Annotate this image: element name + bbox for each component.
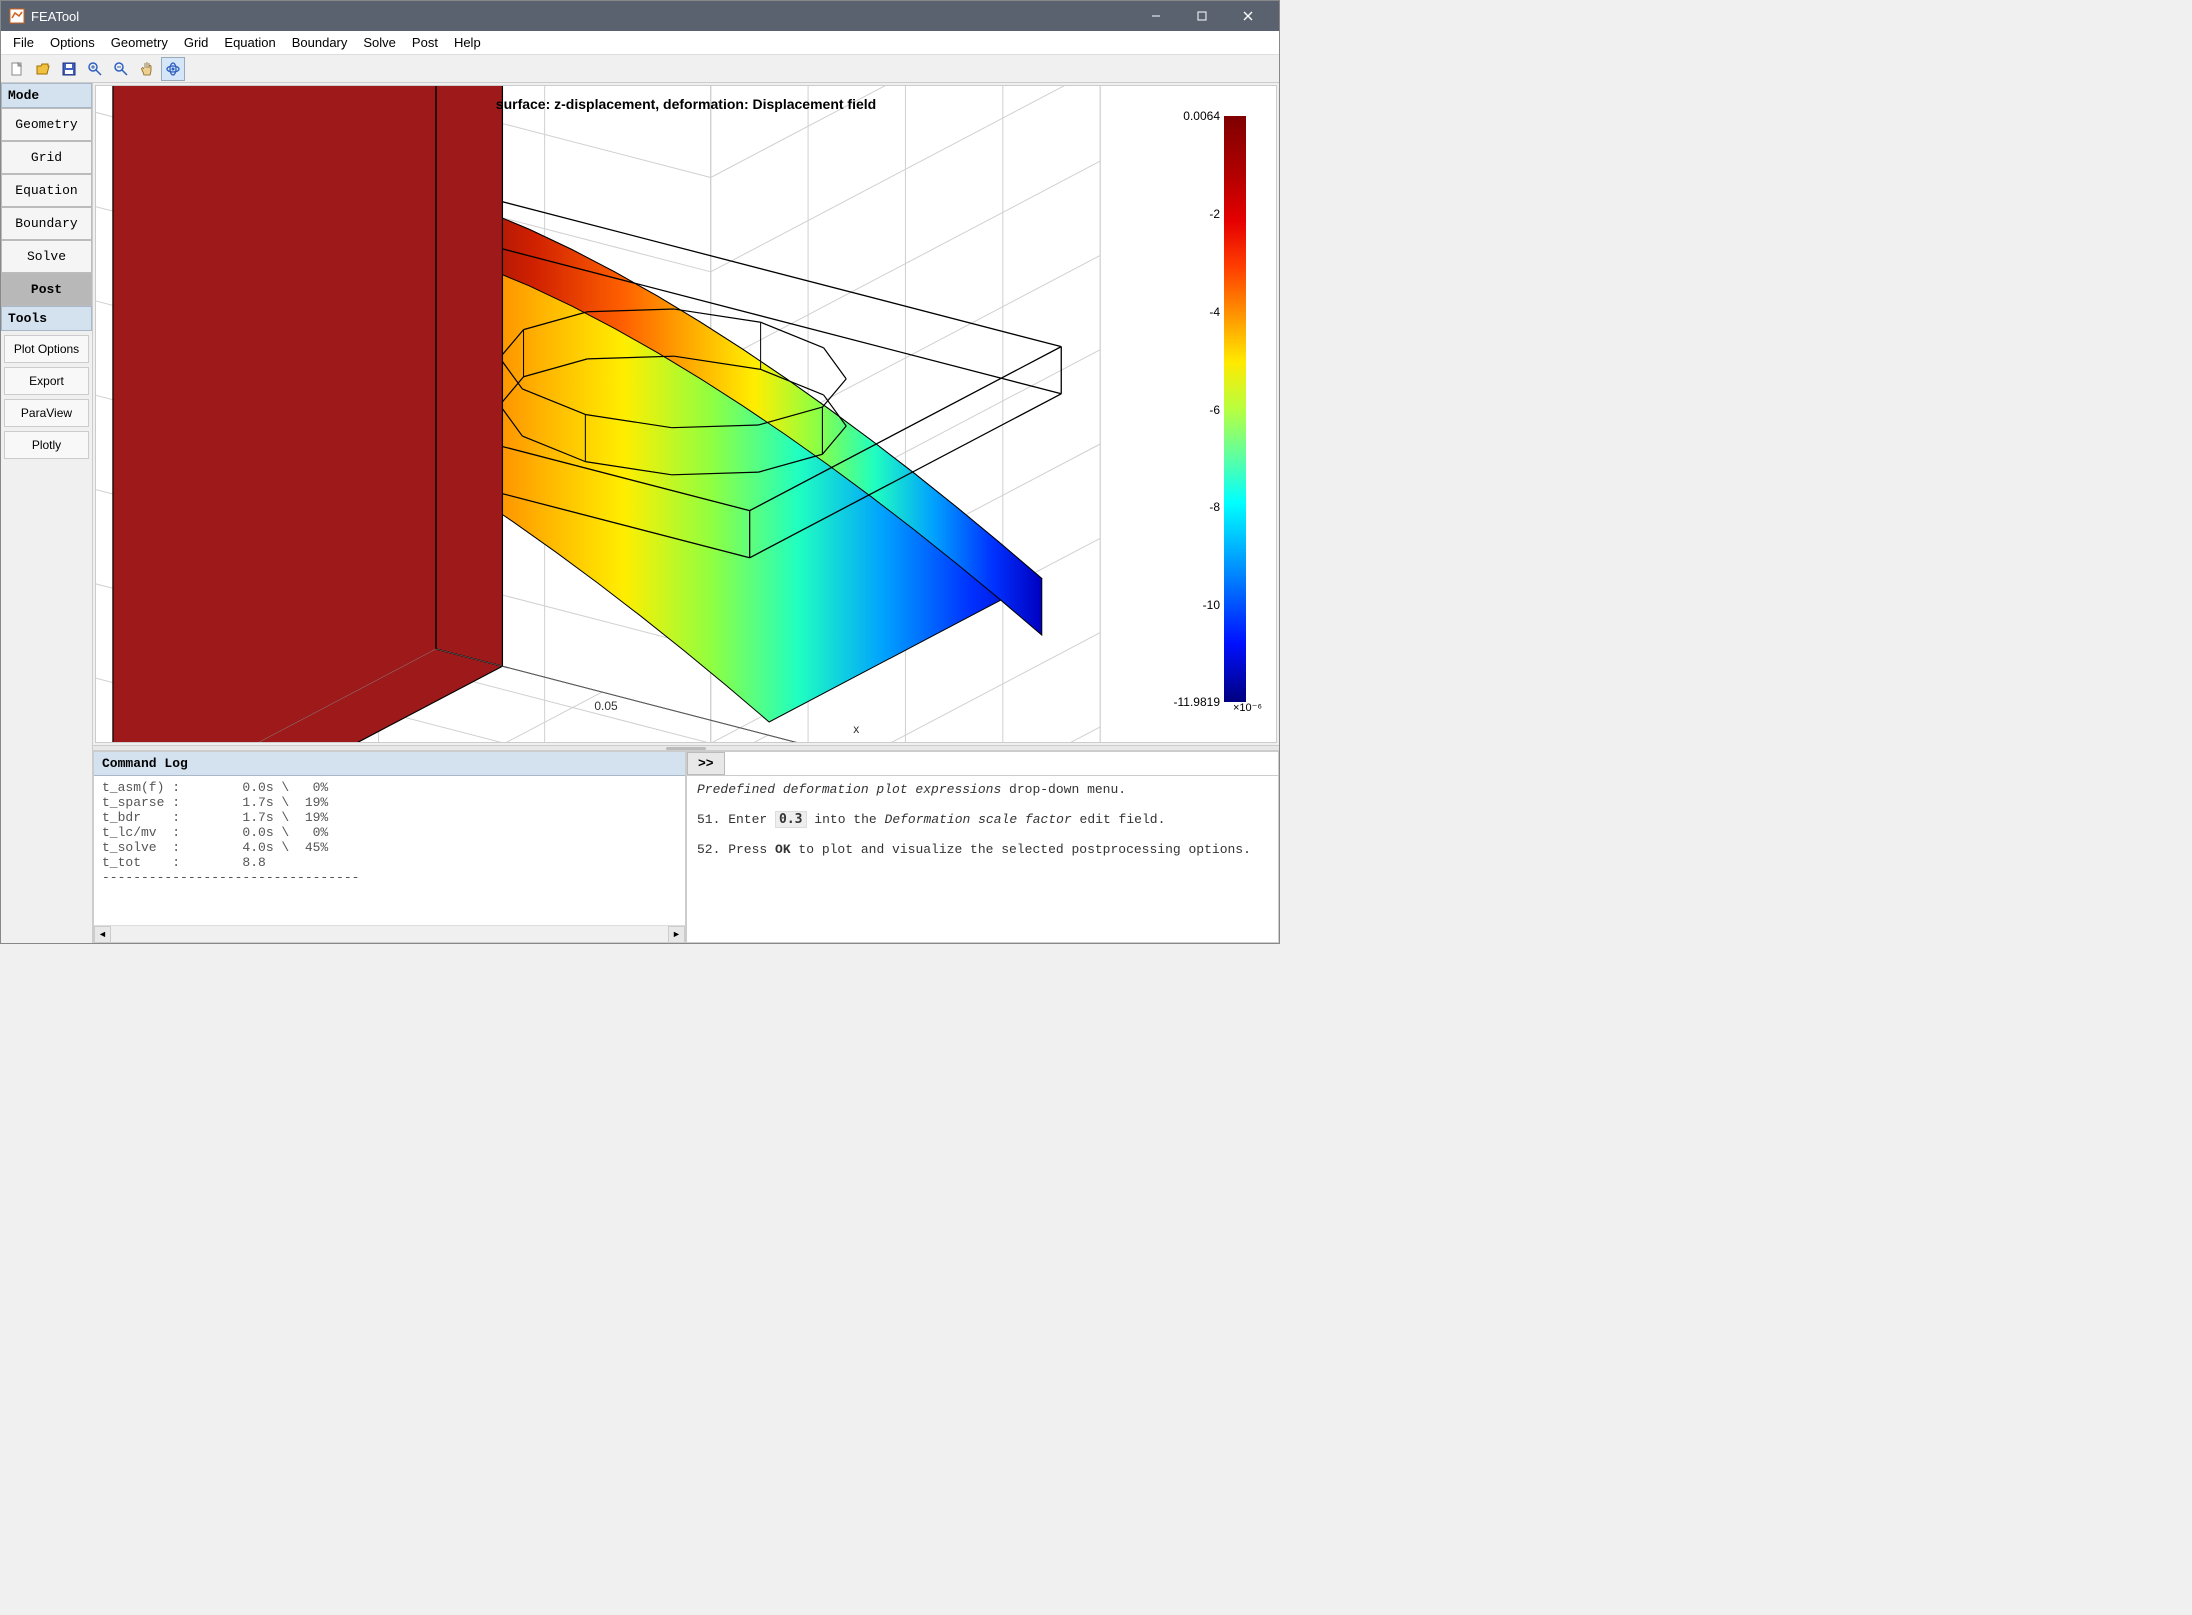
- menu-grid[interactable]: Grid: [176, 31, 217, 54]
- save-icon[interactable]: [57, 57, 81, 81]
- toolbar: [1, 55, 1279, 83]
- help-body[interactable]: Predefined deformation plot expressions …: [687, 776, 1278, 942]
- main-area: Mode GeometryGridEquationBoundarySolvePo…: [1, 83, 1279, 943]
- colorbar-tick-label: -8: [1209, 500, 1220, 514]
- splitter-horizontal[interactable]: [93, 745, 1279, 751]
- command-log-header: Command Log: [94, 752, 685, 776]
- tool-export-button[interactable]: Export: [4, 367, 89, 395]
- mode-solve-button[interactable]: Solve: [1, 240, 92, 273]
- titlebar: FEATool: [1, 1, 1279, 31]
- window-title: FEATool: [31, 9, 1133, 24]
- colorbar-bottom-label: -11.9819: [1174, 695, 1220, 709]
- colorbar-tick-label: -10: [1203, 598, 1220, 612]
- close-button[interactable]: [1225, 1, 1271, 31]
- mode-equation-button[interactable]: Equation: [1, 174, 92, 207]
- colorbar-gradient: [1224, 116, 1246, 702]
- help-header: >>: [687, 752, 1278, 776]
- tool-plot-options-button[interactable]: Plot Options: [4, 335, 89, 363]
- menubar: FileOptionsGeometryGridEquationBoundaryS…: [1, 31, 1279, 55]
- sidebar-mode-header: Mode: [1, 83, 92, 108]
- colorbar-tick-label: -6: [1209, 403, 1220, 417]
- mode-grid-button[interactable]: Grid: [1, 141, 92, 174]
- command-log-body[interactable]: t_asm(f) : 0.0s \ 0% t_sparse : 1.7s \ 1…: [94, 776, 685, 925]
- menu-solve[interactable]: Solve: [355, 31, 404, 54]
- bottom-panels: Command Log t_asm(f) : 0.0s \ 0% t_spars…: [93, 751, 1279, 943]
- scroll-right-button[interactable]: ►: [668, 926, 685, 943]
- menu-post[interactable]: Post: [404, 31, 446, 54]
- mode-boundary-button[interactable]: Boundary: [1, 207, 92, 240]
- svg-text:x: x: [853, 722, 859, 736]
- open-icon[interactable]: [31, 57, 55, 81]
- colorbar-tick-label: -2: [1209, 207, 1220, 221]
- app-window: FEATool FileOptionsGeometryGridEquationB…: [0, 0, 1280, 944]
- plot-title: surface: z-displacement, deformation: Di…: [96, 96, 1276, 112]
- log-scrollbar-horizontal[interactable]: ◄ ►: [94, 925, 685, 942]
- tool-plotly-button[interactable]: Plotly: [4, 431, 89, 459]
- pan-icon[interactable]: [135, 57, 159, 81]
- colorbar: [1224, 116, 1246, 702]
- menu-file[interactable]: File: [5, 31, 42, 54]
- colorbar-exponent: ×10⁻⁶: [1233, 701, 1262, 714]
- plot-svg: 00.020.040.060.080.10.120.140.160.180.20…: [96, 86, 1276, 742]
- new-icon[interactable]: [5, 57, 29, 81]
- scroll-left-button[interactable]: ◄: [94, 926, 111, 943]
- sidebar: Mode GeometryGridEquationBoundarySolvePo…: [1, 83, 93, 943]
- rotate3d-icon[interactable]: [161, 57, 185, 81]
- menu-equation[interactable]: Equation: [216, 31, 283, 54]
- mode-post-button[interactable]: Post: [1, 273, 92, 306]
- menu-help[interactable]: Help: [446, 31, 489, 54]
- help-panel: >> Predefined deformation plot expressio…: [686, 751, 1279, 943]
- zoom-in-icon[interactable]: [83, 57, 107, 81]
- minimize-button[interactable]: [1133, 1, 1179, 31]
- mode-geometry-button[interactable]: Geometry: [1, 108, 92, 141]
- maximize-button[interactable]: [1179, 1, 1225, 31]
- zoom-out-icon[interactable]: [109, 57, 133, 81]
- menu-options[interactable]: Options: [42, 31, 103, 54]
- svg-text:0.05: 0.05: [594, 699, 618, 713]
- plot-area: surface: z-displacement, deformation: Di…: [93, 83, 1279, 943]
- colorbar-labels: 0.0064-2-4-6-8-10-11.9819: [1170, 116, 1220, 702]
- app-icon: [9, 8, 25, 24]
- sidebar-tools-header: Tools: [1, 306, 92, 331]
- help-prompt-button[interactable]: >>: [687, 752, 725, 775]
- colorbar-tick-label: -4: [1209, 305, 1220, 319]
- colorbar-top-label: 0.0064: [1183, 109, 1220, 123]
- help-input[interactable]: [725, 752, 1278, 775]
- menu-boundary[interactable]: Boundary: [284, 31, 356, 54]
- command-log-panel: Command Log t_asm(f) : 0.0s \ 0% t_spars…: [93, 751, 686, 943]
- menu-geometry[interactable]: Geometry: [103, 31, 176, 54]
- tool-paraview-button[interactable]: ParaView: [4, 399, 89, 427]
- plot-canvas[interactable]: surface: z-displacement, deformation: Di…: [95, 85, 1277, 743]
